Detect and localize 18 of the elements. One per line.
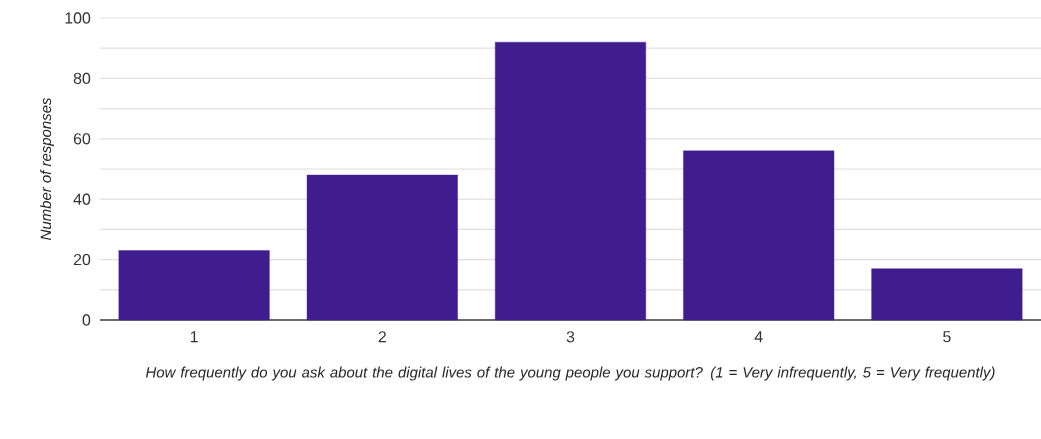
x-tick-label: 3 xyxy=(566,331,575,343)
x-tick-label: 1 xyxy=(190,331,198,343)
x-axis-title: How frequently do you ask about the digital lives of the young people you support? (1 = Very infrequently, 5 = Very frequently) xyxy=(145,366,995,381)
bar xyxy=(495,41,646,321)
bar xyxy=(683,150,835,321)
y-tick-label: 20 xyxy=(73,253,91,266)
y-tick-label: 100 xyxy=(65,12,91,24)
y-tick-label: 0 xyxy=(82,314,91,326)
bar xyxy=(871,268,1023,321)
bar xyxy=(306,174,458,321)
x-tick-label: 4 xyxy=(754,331,763,343)
bar xyxy=(118,250,270,321)
y-tick-label: 80 xyxy=(73,72,91,85)
x-tick-label: 5 xyxy=(943,331,951,343)
x-tick-label: 2 xyxy=(378,331,386,343)
y-axis-title: Number of responses xyxy=(40,97,55,240)
y-tick-label: 60 xyxy=(73,133,91,145)
y-tick-label: 40 xyxy=(73,193,91,205)
